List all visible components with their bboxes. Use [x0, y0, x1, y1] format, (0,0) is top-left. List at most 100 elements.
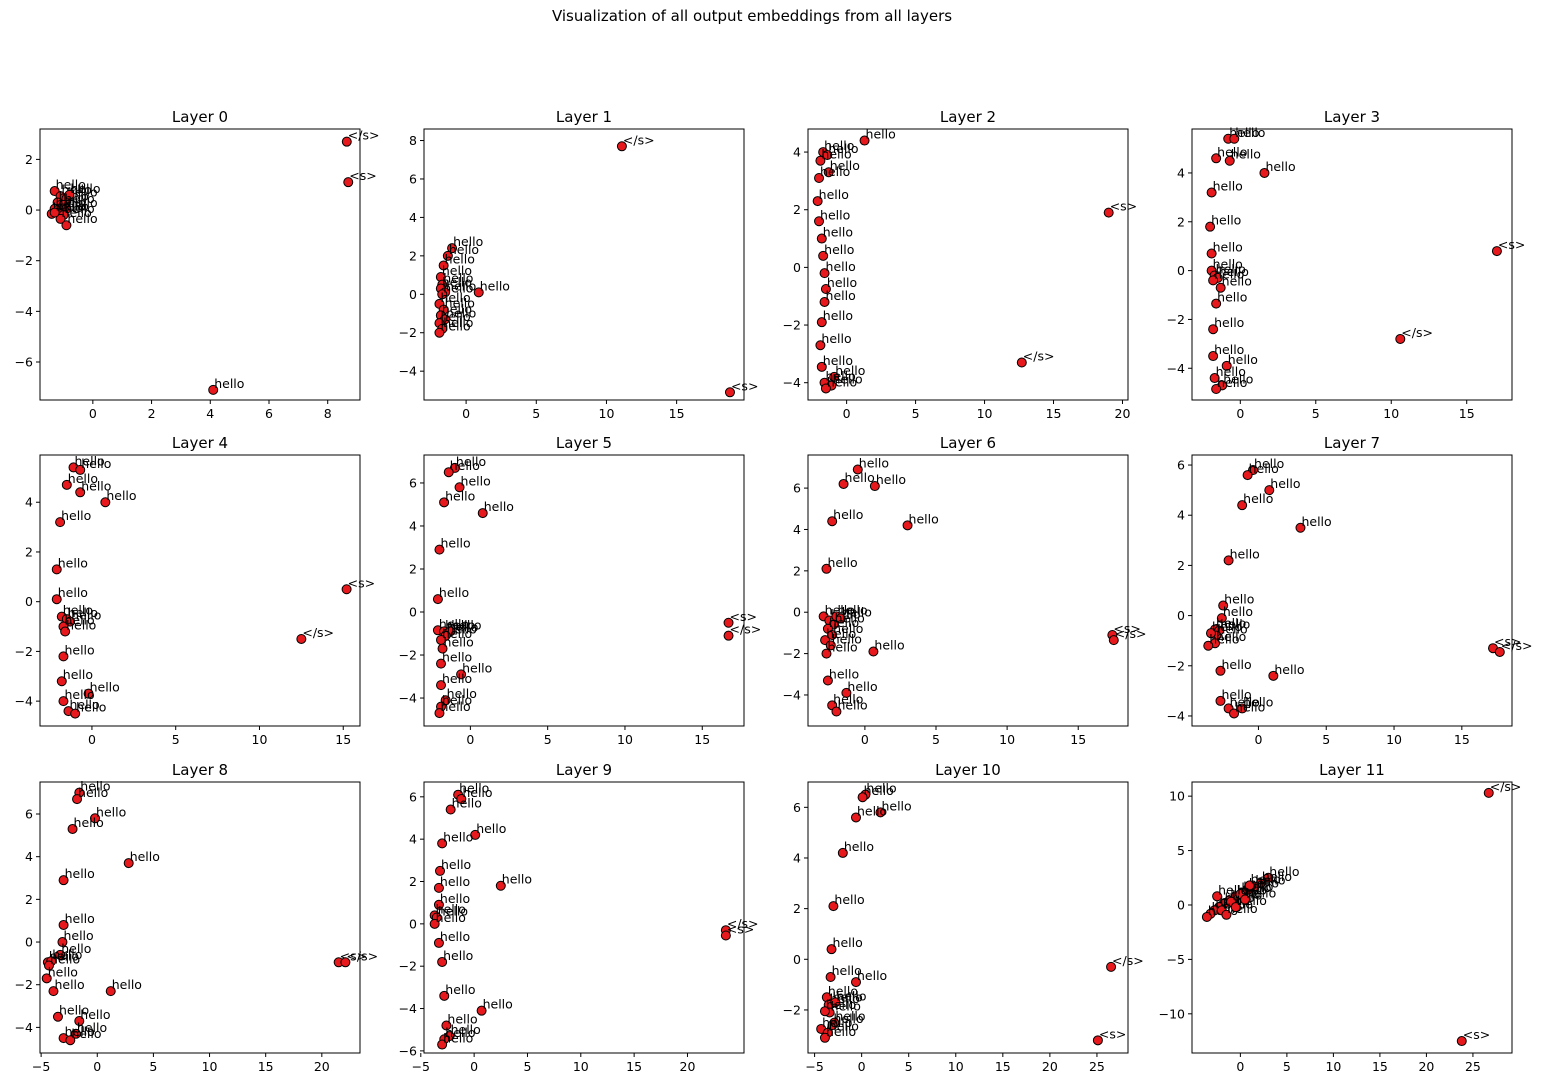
point-label: hello — [1301, 514, 1331, 529]
y-tick-label: 4 — [409, 518, 417, 533]
data-point — [724, 387, 735, 398]
point-label: hello — [831, 998, 861, 1013]
point-label: hello — [476, 821, 506, 836]
point-label: hello — [1221, 687, 1251, 702]
point-label: hello — [447, 1011, 477, 1026]
point-label: hello — [68, 471, 98, 486]
data-point — [1242, 470, 1253, 481]
data-point — [1205, 221, 1216, 232]
point-label: hello — [1217, 375, 1247, 390]
data-point — [1218, 600, 1229, 611]
x-tick-label: 5 — [532, 406, 540, 421]
data-point — [433, 899, 444, 910]
data-point — [65, 616, 76, 627]
y-tick-label: −10 — [1159, 1006, 1185, 1021]
point-label: hello — [440, 699, 470, 714]
data-point — [1203, 640, 1214, 651]
x-tick-label: 15 — [335, 732, 351, 747]
point-label: hello — [1216, 615, 1246, 630]
y-tick-label: −4 — [399, 364, 417, 379]
point-label: <s> — [1463, 1027, 1490, 1042]
y-tick-label: 5 — [1177, 843, 1185, 858]
point-label: hello — [63, 928, 93, 943]
data-point — [436, 680, 447, 691]
y-tick-label: −4 — [15, 304, 33, 319]
axes-frame — [423, 781, 745, 1054]
y-tick-label: 6 — [1177, 458, 1185, 473]
data-point — [437, 838, 448, 849]
y-tick-label: 2 — [793, 202, 801, 217]
point-label: <s> — [348, 575, 375, 590]
x-tick-label: 10 — [599, 406, 615, 421]
y-tick-label: 4 — [409, 832, 417, 847]
data-point — [825, 640, 836, 651]
data-point — [55, 213, 66, 224]
point-label: hello — [1274, 662, 1304, 677]
x-tick-label: 0 — [470, 1059, 478, 1074]
point-label: </s> — [346, 948, 378, 963]
point-label: hello — [90, 680, 120, 695]
data-point — [841, 687, 852, 698]
data-point — [296, 633, 307, 644]
point-label: <s> — [731, 378, 758, 393]
data-point — [1221, 360, 1232, 371]
point-label: hello — [1209, 632, 1239, 647]
point-label: hello — [821, 147, 851, 162]
point-label: hello — [443, 948, 473, 963]
y-tick-label: −4 — [15, 1020, 33, 1035]
point-label: hello — [442, 626, 472, 641]
subplot-layer-4: Layer 4hellohellohellohellohellohellohel… — [15, 434, 376, 747]
y-tick-label: −2 — [1167, 658, 1185, 673]
y-tick-label: −4 — [15, 694, 33, 709]
point-label: hello — [1211, 213, 1241, 228]
point-label: hello — [443, 280, 473, 295]
axes-frame — [807, 781, 1129, 1054]
x-tick-label: 20 — [1418, 1059, 1434, 1074]
point-label: hello — [866, 781, 896, 796]
x-tick-label: 10 — [573, 1059, 589, 1074]
data-point — [1264, 485, 1275, 496]
data-point — [1092, 1035, 1103, 1046]
y-tick-label: 0 — [1177, 897, 1185, 912]
y-tick-label: 0 — [409, 605, 417, 620]
x-tick-label: 0 — [861, 732, 869, 747]
point-label: hello — [857, 803, 887, 818]
point-label: hello — [452, 796, 482, 811]
point-label: hello — [1216, 629, 1246, 644]
data-point — [429, 918, 440, 929]
point-label: hello — [59, 199, 89, 214]
y-tick-label: −2 — [783, 318, 801, 333]
y-tick-label: 10 — [1169, 789, 1185, 804]
point-label: hello — [823, 308, 853, 323]
data-point — [437, 956, 448, 967]
point-label: hello — [70, 181, 100, 196]
data-point — [859, 135, 870, 146]
data-point — [58, 651, 69, 662]
x-tick-label: 0 — [1236, 1059, 1244, 1074]
data-point — [1491, 246, 1502, 257]
x-tick-label: 5 — [932, 732, 940, 747]
point-label: hello — [445, 251, 475, 266]
data-point — [439, 497, 450, 508]
x-tick-label: −5 — [805, 1059, 823, 1074]
data-point — [456, 793, 467, 804]
y-tick-label: −2 — [15, 977, 33, 992]
point-label: hello — [456, 454, 486, 469]
axes-frame — [423, 454, 745, 727]
point-label: hello — [1249, 876, 1279, 891]
y-tick-label: −4 — [1167, 361, 1185, 376]
x-tick-label: 5 — [1312, 406, 1320, 421]
point-label: hello — [443, 271, 473, 286]
y-tick-label: 2 — [25, 892, 33, 907]
point-label: <s> — [1494, 634, 1521, 649]
x-tick-label: 15 — [1454, 732, 1470, 747]
x-tick-label: 0 — [843, 406, 851, 421]
point-label: hello — [833, 1011, 863, 1026]
subplot-title: Layer 3 — [1324, 108, 1380, 126]
point-label: hello — [820, 164, 850, 179]
subplot-title: Layer 5 — [556, 434, 612, 452]
point-label: hello — [1218, 882, 1248, 897]
data-point — [820, 383, 831, 394]
y-tick-label: 4 — [793, 850, 801, 865]
data-point — [857, 792, 868, 803]
